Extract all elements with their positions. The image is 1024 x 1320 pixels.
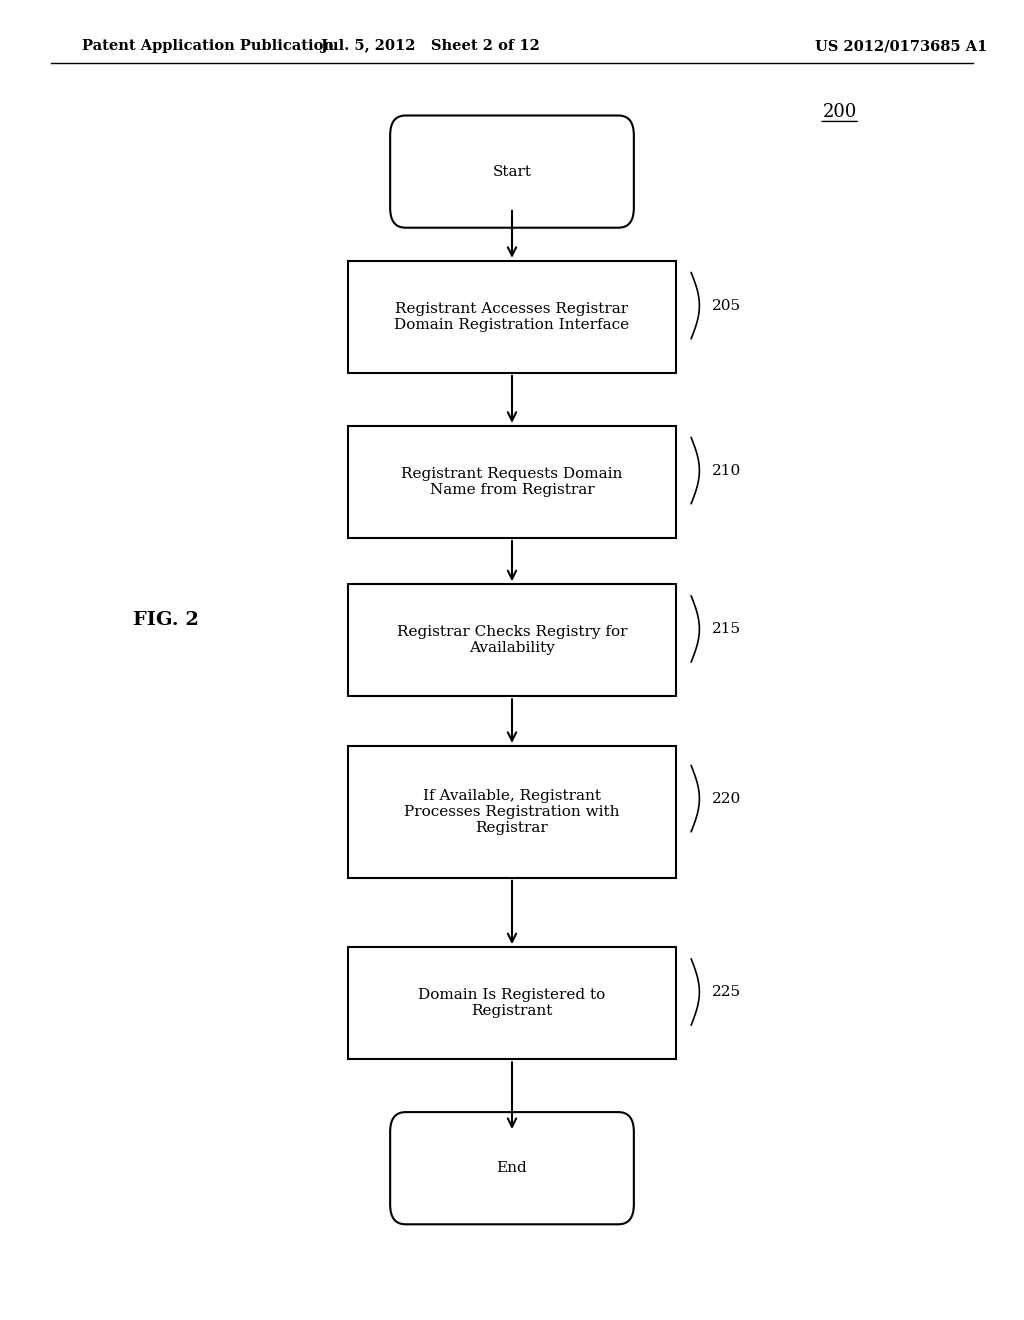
Bar	[348, 746, 676, 878]
Bar	[348, 583, 676, 697]
Bar	[348, 948, 676, 1059]
Text: US 2012/0173685 A1: US 2012/0173685 A1	[815, 40, 987, 53]
Text: 220: 220	[712, 792, 741, 805]
Bar	[348, 261, 676, 372]
Bar	[348, 425, 676, 539]
Text: Registrar Checks Registry for
Availability: Registrar Checks Registry for Availabili…	[396, 626, 628, 655]
Text: Patent Application Publication: Patent Application Publication	[82, 40, 334, 53]
Text: 215: 215	[712, 622, 740, 636]
Text: Registrant Requests Domain
Name from Registrar: Registrant Requests Domain Name from Reg…	[401, 467, 623, 496]
Text: Start: Start	[493, 165, 531, 178]
Text: Domain Is Registered to
Registrant: Domain Is Registered to Registrant	[419, 989, 605, 1018]
Text: If Available, Registrant
Processes Registration with
Registrar: If Available, Registrant Processes Regis…	[404, 788, 620, 836]
Text: Registrant Accesses Registrar
Domain Registration Interface: Registrant Accesses Registrar Domain Reg…	[394, 302, 630, 331]
FancyBboxPatch shape	[390, 116, 634, 227]
Text: 205: 205	[712, 298, 740, 313]
Text: FIG. 2: FIG. 2	[133, 611, 199, 630]
Text: 225: 225	[712, 985, 740, 999]
Text: End: End	[497, 1162, 527, 1175]
Text: 200: 200	[822, 103, 857, 121]
Text: 210: 210	[712, 463, 741, 478]
FancyBboxPatch shape	[390, 1111, 634, 1225]
Text: Jul. 5, 2012   Sheet 2 of 12: Jul. 5, 2012 Sheet 2 of 12	[321, 40, 540, 53]
